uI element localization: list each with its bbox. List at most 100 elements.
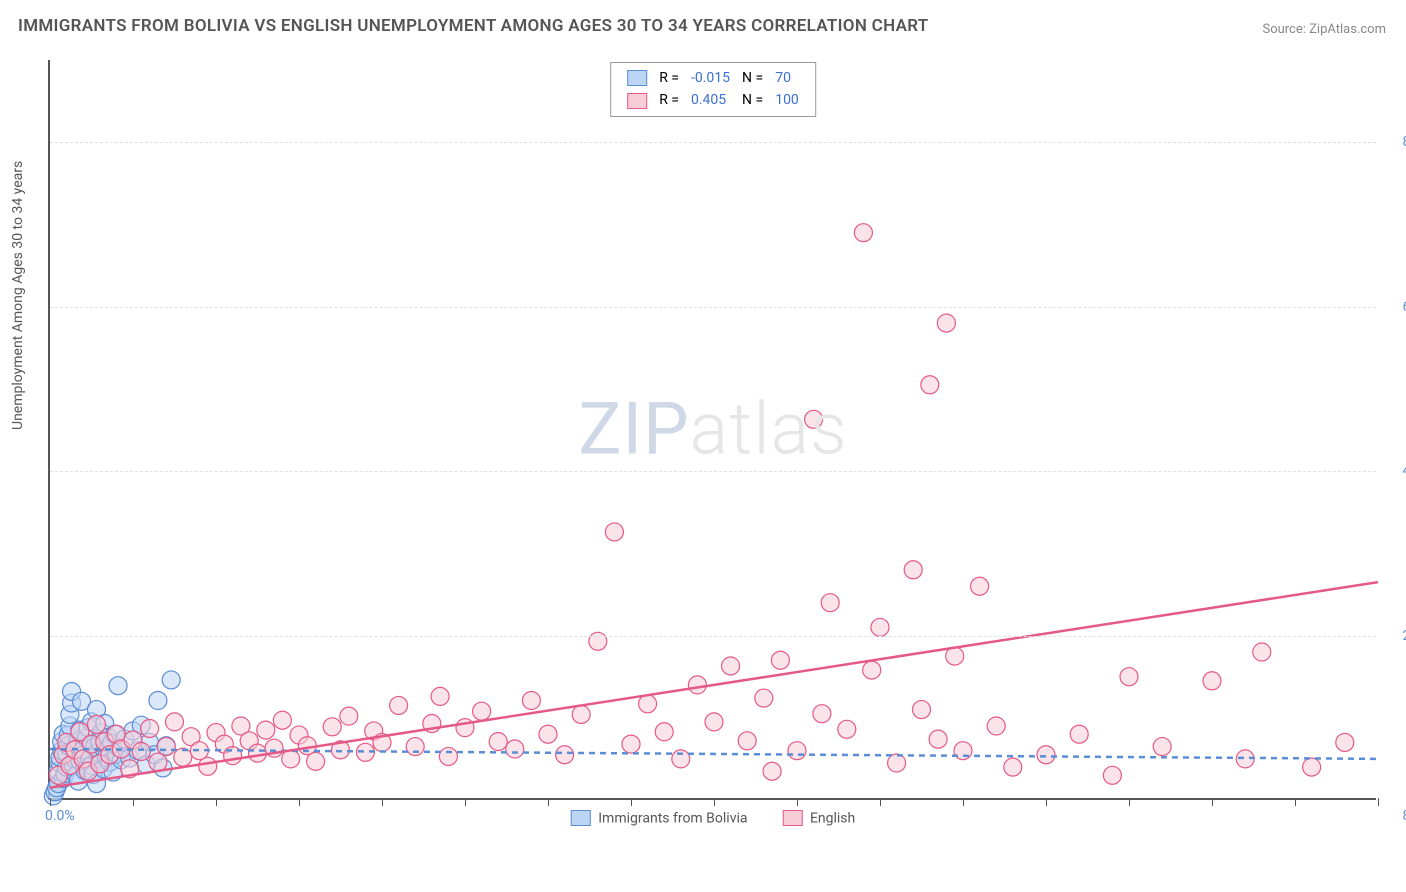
legend-label-english: English xyxy=(810,810,855,826)
scatter-point-english xyxy=(307,752,325,770)
scatter-point-english xyxy=(763,762,781,780)
scatter-point-english xyxy=(738,732,756,750)
scatter-point-english xyxy=(838,720,856,738)
x-max-label: 80.0% xyxy=(1402,808,1406,824)
scatter-point-english xyxy=(323,718,341,736)
scatter-point-english xyxy=(863,661,881,679)
scatter-point-english xyxy=(888,754,906,772)
scatter-point-english xyxy=(1203,672,1221,690)
scatter-point-english xyxy=(556,746,574,764)
scatter-point-english xyxy=(439,747,457,765)
swatch-bolivia-bottom xyxy=(571,810,591,826)
x-tick xyxy=(1378,798,1379,806)
grid-line xyxy=(50,636,1376,637)
scatter-point-english xyxy=(1303,758,1321,776)
x-tick xyxy=(216,798,217,806)
y-tick-label: 60.0% xyxy=(1402,299,1406,315)
scatter-point-english xyxy=(937,314,955,332)
scatter-point-english xyxy=(605,523,623,541)
x-tick xyxy=(1295,798,1296,806)
y-tick-label: 80.0% xyxy=(1402,134,1406,150)
scatter-point-english xyxy=(639,695,657,713)
x-tick xyxy=(714,798,715,806)
x-tick xyxy=(465,798,466,806)
x-tick xyxy=(963,798,964,806)
scatter-point-english xyxy=(1004,758,1022,776)
legend-row-english: R = 0.405 N = 100 xyxy=(621,89,805,111)
scatter-point-english xyxy=(141,719,159,737)
scatter-point-english xyxy=(1120,668,1138,686)
scatter-point-english xyxy=(199,757,217,775)
scatter-point-english xyxy=(987,717,1005,735)
scatter-point-english xyxy=(473,702,491,720)
y-tick-label: 40.0% xyxy=(1402,463,1406,479)
scatter-point-english xyxy=(622,735,640,753)
scatter-point-english xyxy=(157,738,175,756)
scatter-point-english xyxy=(788,742,806,760)
scatter-point-english xyxy=(871,618,889,636)
scatter-point-english xyxy=(506,740,524,758)
x-tick xyxy=(880,798,881,806)
plot-area: ZIPatlas R = -0.015 N = 70 R = 0.405 N =… xyxy=(48,60,1376,800)
scatter-point-bolivia xyxy=(149,692,167,710)
scatter-point-english xyxy=(1070,725,1088,743)
scatter-point-english xyxy=(1153,738,1171,756)
x-tick xyxy=(50,798,51,806)
r-value-bolivia: -0.015 xyxy=(685,67,736,89)
scatter-point-english xyxy=(257,721,275,739)
x-tick xyxy=(133,798,134,806)
scatter-point-english xyxy=(572,705,590,723)
scatter-point-english xyxy=(688,676,706,694)
grid-line xyxy=(50,471,1376,472)
r-value-english: 0.405 xyxy=(685,89,736,111)
scatter-point-english xyxy=(132,742,150,760)
scatter-point-english xyxy=(539,725,557,743)
scatter-point-bolivia xyxy=(162,671,180,689)
scatter-point-english xyxy=(929,730,947,748)
scatter-point-english xyxy=(971,577,989,595)
scatter-point-english xyxy=(340,707,358,725)
plot-svg xyxy=(50,60,1376,798)
legend-row-bolivia: R = -0.015 N = 70 xyxy=(621,67,805,89)
scatter-point-english xyxy=(87,715,105,733)
scatter-point-english xyxy=(705,713,723,731)
scatter-point-english xyxy=(655,723,673,741)
x-tick xyxy=(548,798,549,806)
x-tick xyxy=(797,798,798,806)
x-tick xyxy=(1046,798,1047,806)
scatter-point-english xyxy=(489,733,507,751)
scatter-point-english xyxy=(913,701,931,719)
n-value-english: 100 xyxy=(769,89,805,111)
scatter-point-english xyxy=(813,705,831,723)
scatter-point-english xyxy=(1336,733,1354,751)
x-origin-label: 0.0% xyxy=(45,808,75,824)
x-tick xyxy=(631,798,632,806)
source-label: Source: ZipAtlas.com xyxy=(1262,22,1386,37)
chart-title: IMMIGRANTS FROM BOLIVIA VS ENGLISH UNEMP… xyxy=(18,16,929,36)
scatter-point-english xyxy=(755,689,773,707)
grid-line xyxy=(50,142,1376,143)
scatter-point-english xyxy=(431,687,449,705)
scatter-point-english xyxy=(904,561,922,579)
scatter-point-english xyxy=(1037,746,1055,764)
swatch-english-bottom xyxy=(782,810,802,826)
grid-line xyxy=(50,307,1376,308)
scatter-point-english xyxy=(722,657,740,675)
scatter-point-english xyxy=(1103,766,1121,784)
scatter-point-english xyxy=(390,696,408,714)
scatter-point-bolivia xyxy=(109,677,127,695)
x-tick xyxy=(382,798,383,806)
legend-series: Immigrants from Bolivia English xyxy=(571,810,855,826)
scatter-point-english xyxy=(771,651,789,669)
swatch-english xyxy=(627,93,647,109)
scatter-point-english xyxy=(273,711,291,729)
scatter-point-english xyxy=(1253,643,1271,661)
y-tick-label: 20.0% xyxy=(1402,628,1406,644)
scatter-point-english xyxy=(522,692,540,710)
legend-label-bolivia: Immigrants from Bolivia xyxy=(598,810,747,826)
scatter-point-english xyxy=(166,713,184,731)
legend-correlation-box: R = -0.015 N = 70 R = 0.405 N = 100 xyxy=(610,62,816,117)
swatch-bolivia xyxy=(627,70,647,86)
n-value-bolivia: 70 xyxy=(769,67,805,89)
scatter-point-english xyxy=(854,224,872,242)
